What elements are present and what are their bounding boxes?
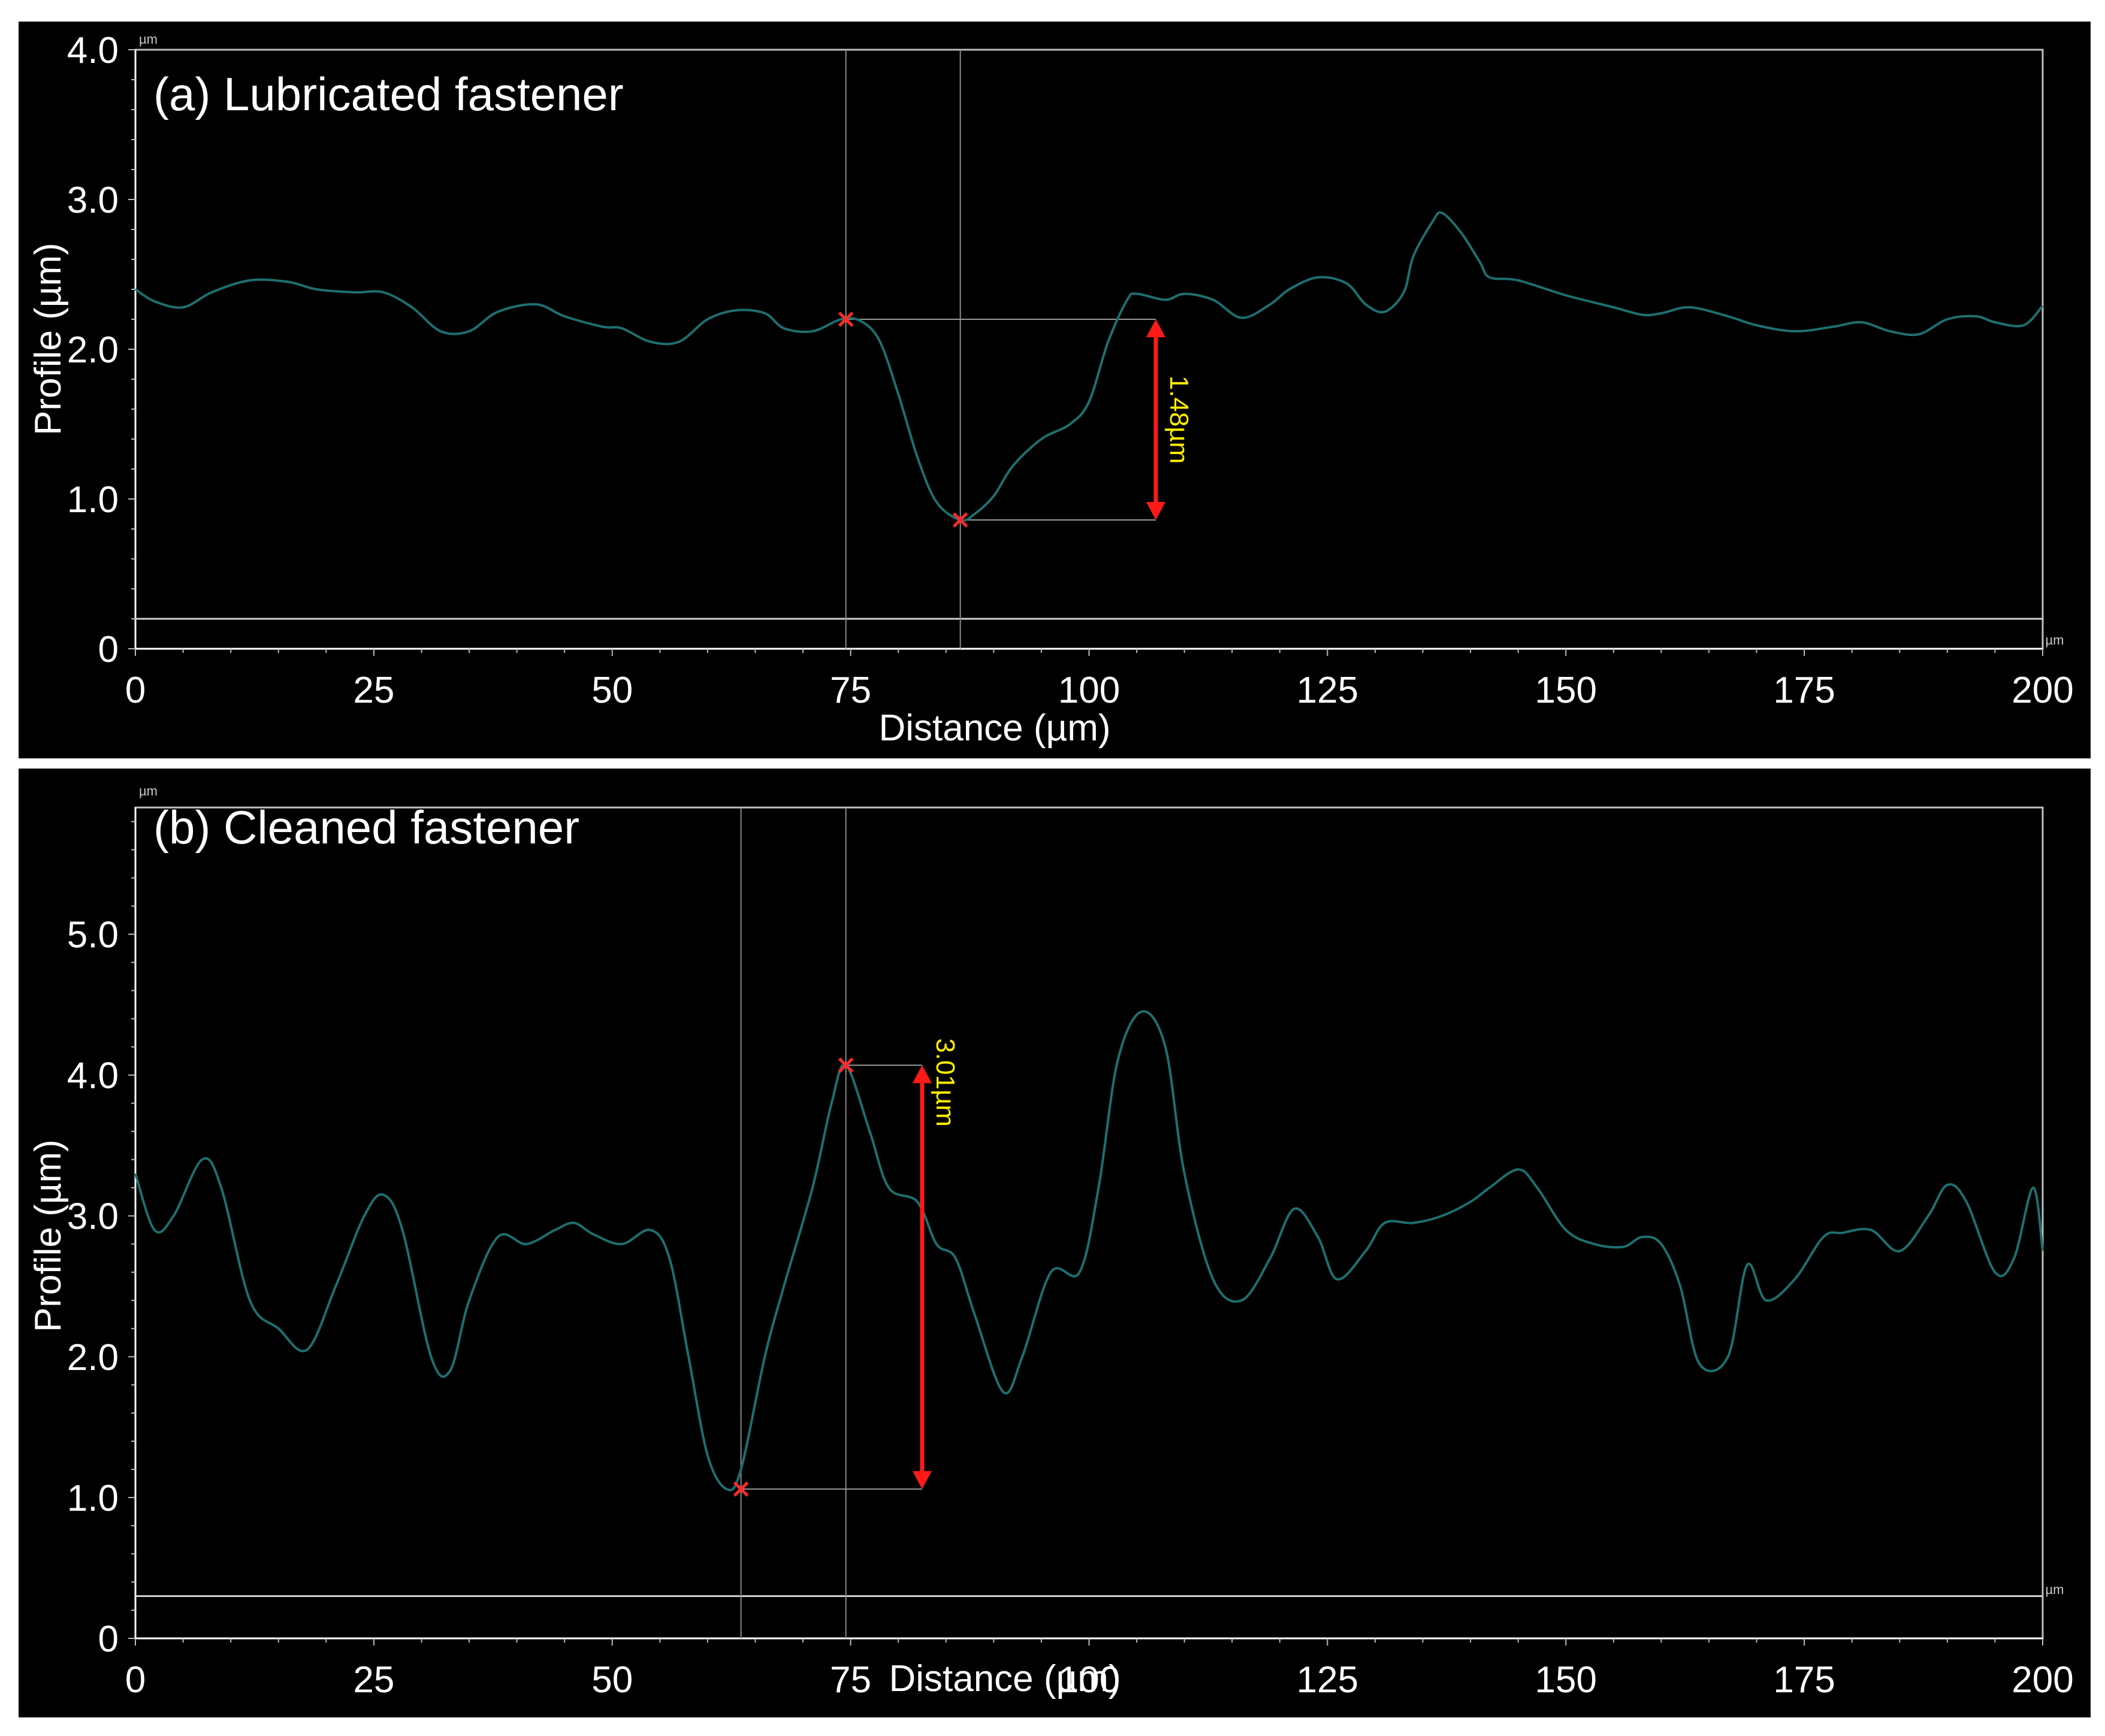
y-unit-label: µm xyxy=(139,32,158,47)
cursor-lines xyxy=(845,50,961,649)
x-unit-label: µm xyxy=(2045,633,2064,648)
y-tick-label: 3.0 xyxy=(67,1196,119,1238)
measurement-guides xyxy=(845,319,1156,521)
marker-x xyxy=(838,1057,854,1073)
chart-panel-b: 3.01µm 0 1.0 2.0 3.0 4.0 5.0 0 25 50 75 100 125 150… xyxy=(19,769,2091,1717)
plot-area-border xyxy=(134,49,2044,650)
x-tick-labels: 0 25 50 75 100 125 150 175 200 xyxy=(125,670,2074,711)
cursor-lines xyxy=(740,807,847,1638)
measurement-label: 1.48µm xyxy=(1164,376,1194,464)
y-tick-label: 5.0 xyxy=(67,915,119,956)
y-tick-label: 3.0 xyxy=(67,180,119,221)
x-axis-title: Distance (µm) xyxy=(889,1658,1121,1699)
x-tick-label: 100 xyxy=(1058,1659,1120,1701)
y-tick-label: 2.0 xyxy=(67,1337,119,1378)
y-axis-title: Profile (µm) xyxy=(28,1139,69,1332)
x-tick-label: 150 xyxy=(1535,1659,1597,1701)
panel-title: (b) Cleaned fastener xyxy=(153,801,579,854)
x-tick-label: 125 xyxy=(1297,670,1358,711)
x-tick-label: 75 xyxy=(830,1659,871,1701)
x-tick-label: 200 xyxy=(2012,670,2073,711)
x-tick-label: 25 xyxy=(353,670,394,711)
y-tick-label: 1.0 xyxy=(67,479,119,521)
x-tick-label: 200 xyxy=(2012,1659,2073,1701)
x-minor-ticks xyxy=(135,649,2043,656)
y-tick-label: 0 xyxy=(98,629,119,670)
arrow-head-bottom xyxy=(1146,502,1165,520)
x-tick-label: 150 xyxy=(1535,670,1597,711)
chart-panel-a: 1.48µm 0 1.0 2.0 3.0 4.0 0 25 50 75 100 125 150 175… xyxy=(19,22,2091,758)
x-tick-label: 50 xyxy=(591,1659,633,1701)
arrow-head-bottom xyxy=(912,1471,932,1489)
markers xyxy=(733,1057,854,1497)
x-tick-label: 0 xyxy=(125,1659,146,1701)
x-tick-label: 50 xyxy=(591,670,633,711)
x-tick-label: 125 xyxy=(1297,1659,1358,1701)
x-tick-label: 25 xyxy=(353,1659,394,1701)
measurement-arrow: 1.48µm xyxy=(1146,319,1194,520)
y-minor-ticks xyxy=(128,49,135,649)
x-tick-labels: 0 25 50 75 100 125 150 175 200 xyxy=(125,1659,2074,1701)
markers xyxy=(838,311,968,528)
profile-line xyxy=(134,1010,2044,1492)
y-minor-ticks xyxy=(128,821,135,1639)
y-tick-labels: 0 1.0 2.0 3.0 4.0 xyxy=(67,30,119,670)
arrow-head-top xyxy=(1146,319,1165,337)
plot-area-border xyxy=(134,806,2044,1640)
plot-frame xyxy=(134,49,2044,650)
x-tick-label: 75 xyxy=(830,670,871,711)
x-unit-label: µm xyxy=(2045,1582,2064,1597)
x-tick-label: 100 xyxy=(1058,670,1120,711)
plot-frame xyxy=(134,806,2044,1640)
marker-x xyxy=(952,512,968,528)
marker-x xyxy=(733,1481,749,1497)
y-tick-label: 2.0 xyxy=(67,329,119,371)
y-axis-title: Profile (µm) xyxy=(28,243,69,435)
measurement-label: 3.01µm xyxy=(931,1038,960,1127)
y-tick-labels: 0 1.0 2.0 3.0 4.0 5.0 xyxy=(67,915,119,1660)
arrow-head-top xyxy=(912,1065,932,1084)
panel-title: (a) Lubricated fastener xyxy=(153,68,624,120)
y-unit-label: µm xyxy=(139,784,158,799)
x-tick-label: 175 xyxy=(1773,670,1835,711)
profile-line xyxy=(134,211,2044,522)
marker-x xyxy=(838,311,854,327)
x-minor-ticks xyxy=(135,1638,2043,1646)
y-tick-label: 4.0 xyxy=(67,30,119,71)
y-tick-label: 1.0 xyxy=(67,1478,119,1519)
x-axis-title: Distance (µm) xyxy=(878,707,1110,749)
y-tick-label: 4.0 xyxy=(67,1055,119,1097)
y-tick-label: 0 xyxy=(98,1619,119,1660)
x-tick-label: 175 xyxy=(1773,1659,1835,1701)
x-tick-label: 0 xyxy=(125,670,146,711)
measurement-arrow: 3.01µm xyxy=(912,1038,960,1489)
measurement-guides xyxy=(741,1064,922,1490)
